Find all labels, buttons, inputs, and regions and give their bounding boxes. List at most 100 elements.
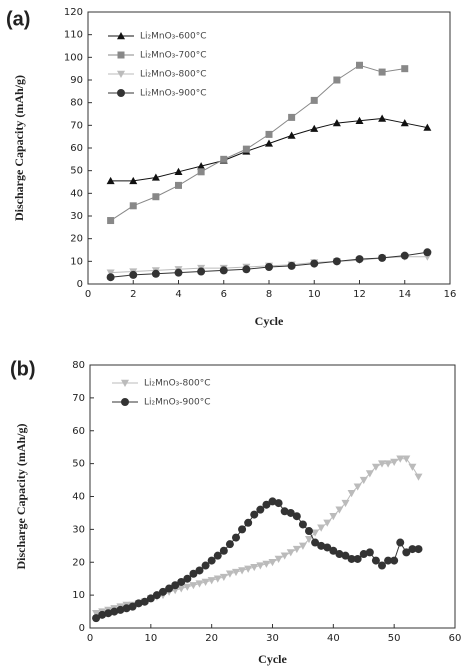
marker bbox=[341, 551, 350, 560]
marker bbox=[310, 96, 318, 104]
marker bbox=[332, 257, 341, 266]
y-tick-label: 50 bbox=[72, 459, 85, 470]
marker bbox=[201, 578, 210, 586]
marker bbox=[213, 575, 222, 583]
marker bbox=[256, 562, 265, 570]
y-tick-label: 50 bbox=[70, 166, 83, 177]
marker bbox=[195, 566, 204, 575]
marker bbox=[104, 609, 113, 618]
marker bbox=[390, 458, 399, 466]
y-tick-label: 0 bbox=[77, 279, 83, 290]
marker bbox=[262, 500, 271, 509]
y-tick-label: 120 bbox=[64, 7, 83, 18]
x-tick-label: 20 bbox=[205, 633, 218, 644]
marker bbox=[232, 568, 240, 577]
marker bbox=[333, 76, 341, 84]
marker bbox=[207, 556, 216, 565]
marker bbox=[396, 455, 405, 463]
x-axis-label: Cycle bbox=[258, 652, 287, 666]
x-tick-label: 60 bbox=[449, 633, 462, 644]
marker bbox=[384, 556, 393, 565]
x-tick-label: 50 bbox=[388, 633, 401, 644]
marker bbox=[335, 550, 344, 559]
marker bbox=[140, 597, 149, 606]
x-tick-label: 0 bbox=[87, 633, 93, 644]
y-tick-label: 60 bbox=[70, 143, 83, 154]
marker bbox=[305, 527, 313, 536]
marker bbox=[232, 533, 240, 542]
marker bbox=[265, 139, 273, 147]
legend-marker bbox=[117, 51, 125, 59]
y-tick-label: 90 bbox=[70, 75, 83, 86]
legend-label: Li₂MnO₃-600°C bbox=[140, 32, 207, 42]
marker bbox=[378, 114, 387, 122]
marker bbox=[274, 499, 283, 508]
marker bbox=[365, 548, 374, 557]
marker bbox=[323, 519, 332, 527]
x-tick-label: 30 bbox=[266, 633, 279, 644]
marker bbox=[408, 463, 417, 471]
marker bbox=[423, 248, 432, 257]
marker bbox=[317, 541, 326, 550]
marker bbox=[92, 610, 101, 618]
marker bbox=[256, 505, 265, 514]
marker bbox=[165, 584, 174, 593]
x-tick-label: 8 bbox=[266, 289, 272, 300]
marker bbox=[355, 116, 364, 124]
marker bbox=[390, 556, 399, 565]
marker bbox=[292, 512, 301, 521]
marker bbox=[286, 508, 295, 517]
y-tick-label: 20 bbox=[72, 557, 85, 568]
x-tick-label: 12 bbox=[353, 289, 366, 300]
marker bbox=[355, 255, 364, 264]
marker bbox=[129, 202, 137, 210]
marker bbox=[359, 550, 368, 559]
marker bbox=[197, 168, 205, 176]
marker bbox=[401, 65, 409, 73]
marker bbox=[298, 542, 307, 550]
x-axis-label: Cycle bbox=[255, 314, 284, 328]
marker bbox=[242, 145, 250, 153]
marker bbox=[356, 61, 363, 69]
marker bbox=[183, 574, 192, 583]
marker bbox=[384, 460, 393, 468]
marker bbox=[225, 570, 234, 578]
marker bbox=[347, 490, 356, 498]
marker bbox=[122, 604, 131, 613]
marker bbox=[225, 540, 234, 549]
marker bbox=[250, 510, 259, 519]
y-tick-label: 60 bbox=[72, 426, 85, 437]
marker bbox=[414, 473, 423, 481]
legend-label: Li₂MnO₃-900°C bbox=[144, 398, 211, 408]
marker bbox=[220, 155, 228, 163]
marker bbox=[371, 556, 380, 565]
marker bbox=[152, 193, 160, 201]
y-tick-label: 80 bbox=[70, 98, 83, 109]
marker bbox=[151, 173, 160, 181]
marker bbox=[116, 605, 125, 614]
marker bbox=[146, 594, 155, 603]
marker bbox=[400, 119, 409, 127]
marker bbox=[110, 607, 119, 616]
marker bbox=[219, 546, 228, 555]
marker bbox=[92, 614, 101, 623]
y-tick-label: 80 bbox=[72, 360, 85, 371]
marker bbox=[106, 269, 115, 277]
marker bbox=[274, 555, 283, 563]
legend-label: Li₂MnO₃-800°C bbox=[144, 379, 211, 389]
y-tick-label: 110 bbox=[64, 30, 83, 41]
marker bbox=[402, 548, 411, 557]
marker bbox=[129, 270, 138, 279]
marker bbox=[177, 585, 186, 593]
marker bbox=[292, 545, 301, 554]
marker bbox=[378, 460, 386, 468]
marker bbox=[268, 497, 277, 506]
marker bbox=[174, 268, 183, 277]
y-tick-label: 10 bbox=[72, 590, 85, 601]
y-tick-label: 20 bbox=[70, 234, 83, 245]
marker bbox=[396, 538, 405, 547]
x-tick-label: 10 bbox=[144, 633, 157, 644]
marker bbox=[378, 253, 387, 262]
marker bbox=[310, 259, 319, 268]
x-tick-label: 4 bbox=[175, 289, 181, 300]
